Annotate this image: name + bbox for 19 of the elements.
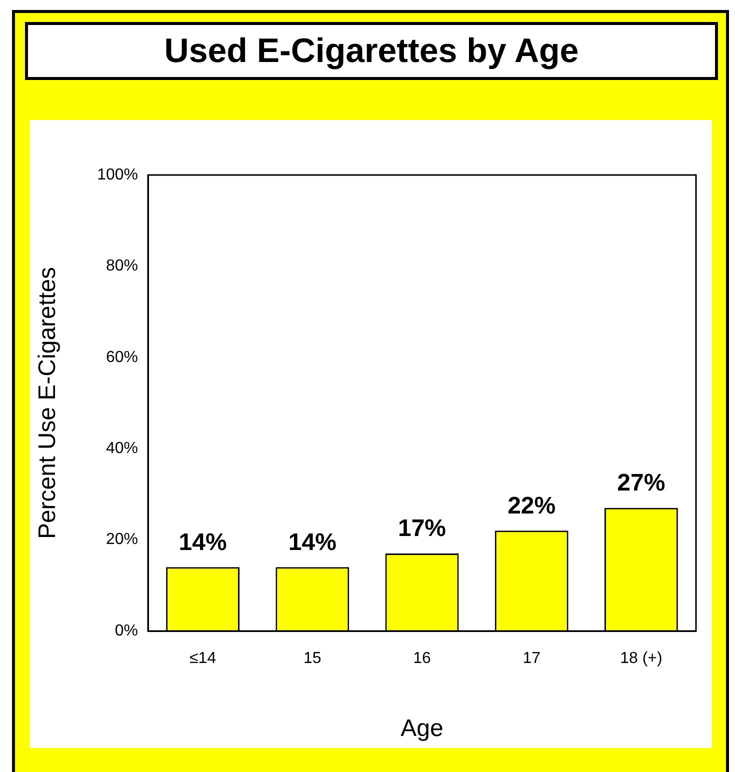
data-label: 17% [398,515,446,542]
x-tick-label: 17 [522,650,541,668]
data-label: 14% [288,528,336,556]
x-axis-title: Age [400,715,444,742]
data-label: 22% [508,492,556,520]
y-tick-label: 100% [97,166,138,184]
y-axis-title: Percent Use E-Cigarettes [34,266,62,540]
x-tick-label: 15 [304,650,322,668]
data-label: 27% [617,470,666,497]
y-tick-label: 0% [114,622,138,640]
chart-title: Used E-Cigarettes by Age [25,22,718,80]
y-tick-label: 60% [106,348,138,366]
y-tick-label: 20% [106,531,138,548]
data-label: 14% [178,528,227,556]
x-tick-label: 18 (+) [620,650,662,668]
y-tick-label: 80% [106,258,138,275]
x-tick-label: 16 [413,650,431,668]
y-tick-label: 40% [106,440,138,458]
x-tick-label: ≤14 [190,650,216,668]
